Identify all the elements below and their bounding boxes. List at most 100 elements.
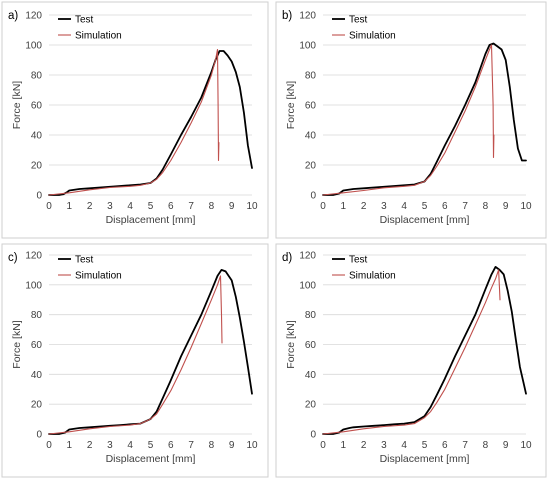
y-axis-title: Force [kN] [285,320,297,369]
x-tick-label: 6 [168,440,174,451]
x-tick-label: 2 [361,201,367,212]
panel-label: a) [8,10,18,22]
x-tick-label: 0 [46,201,52,212]
x-tick-label: 5 [422,201,428,212]
x-tick-label: 1 [341,201,347,212]
x-tick-label: 5 [148,440,154,451]
panel-frame [1,1,269,239]
x-tick-label: 4 [401,440,407,451]
series-line-simulation [322,269,501,435]
y-tick-label: 0 [36,430,42,441]
legend-label: Simulation [349,31,396,42]
x-tick-label: 10 [520,201,532,212]
y-axis-title: Force [kN] [285,81,297,130]
y-tick-label: 100 [25,280,42,291]
legend-label: Test [75,15,94,26]
x-tick-label: 0 [320,201,326,212]
panel-frame [275,243,547,478]
y-tick-label: 80 [305,310,317,321]
x-tick-label: 0 [46,440,52,451]
series-line-test [322,42,527,196]
x-axis-title: Displacement [mm] [380,453,470,465]
y-tick-label: 40 [305,131,317,142]
y-tick-label: 80 [305,71,317,82]
y-tick-label: 20 [305,400,317,411]
x-tick-label: 4 [401,201,407,212]
x-tick-label: 6 [168,201,174,212]
series-line-simulation [322,44,495,196]
x-tick-label: 3 [381,440,387,451]
panel-label: b) [282,10,292,22]
panel-frame [275,1,547,239]
x-tick-label: 7 [188,440,194,451]
x-tick-label: 0 [320,440,326,451]
y-tick-label: 0 [310,430,316,441]
legend-label: Test [349,15,368,26]
y-tick-label: 120 [299,11,316,22]
x-tick-label: 2 [361,440,367,451]
x-tick-label: 3 [107,440,113,451]
x-tick-label: 1 [341,440,347,451]
x-tick-label: 2 [87,440,93,451]
x-tick-label: 8 [209,201,215,212]
y-tick-label: 40 [305,370,317,381]
y-tick-label: 40 [31,131,43,142]
y-tick-label: 0 [310,191,316,202]
y-tick-label: 60 [31,101,43,112]
y-tick-label: 120 [299,251,316,262]
y-tick-label: 60 [31,340,43,351]
y-tick-label: 120 [25,251,42,262]
x-tick-label: 7 [462,440,468,451]
y-tick-label: 80 [31,71,43,82]
y-tick-label: 40 [31,370,43,381]
x-tick-label: 4 [127,201,133,212]
y-tick-label: 100 [299,41,316,52]
x-axis-title: Displacement [mm] [380,214,470,226]
x-tick-label: 6 [442,440,448,451]
legend-label: Simulation [75,31,122,42]
x-tick-label: 2 [87,201,93,212]
legend-label: Test [75,255,94,266]
panel-frame [1,243,269,478]
chart-panel: 0 20 40 60 80 100 120 0 1 2 3 4 5 6 7 8 9 10 Displacement … [1,243,269,478]
x-tick-label: 9 [229,440,235,451]
series-line-simulation [48,275,223,435]
y-tick-label: 20 [31,161,43,172]
x-axis-title: Displacement [mm] [106,453,196,465]
x-tick-label: 6 [442,201,448,212]
series-line-test [322,265,527,435]
x-tick-label: 1 [67,440,73,451]
panel-label: c) [8,252,18,264]
x-tick-label: 9 [229,201,235,212]
y-tick-label: 60 [305,340,317,351]
x-tick-label: 7 [462,201,468,212]
x-tick-label: 5 [148,201,154,212]
y-tick-label: 100 [299,280,316,291]
y-axis-title: Force [kN] [11,81,23,130]
panel-label: d) [282,252,292,264]
legend-label: Simulation [75,271,122,282]
x-tick-label: 8 [483,440,489,451]
x-tick-label: 4 [127,440,133,451]
x-tick-label: 5 [422,440,428,451]
chart-panel: 0 20 40 60 80 100 120 0 1 2 3 4 5 6 7 8 9 10 Displacement … [275,243,547,478]
chart-panel: 0 20 40 60 80 100 120 0 1 2 3 4 5 6 7 8 9 10 Displacement … [275,1,547,239]
y-tick-label: 80 [31,310,43,321]
x-tick-label: 8 [483,201,489,212]
x-tick-label: 7 [188,201,194,212]
y-tick-label: 60 [305,101,317,112]
legend-label: Simulation [349,271,396,282]
x-tick-label: 3 [107,201,113,212]
x-tick-label: 10 [246,440,258,451]
x-tick-label: 10 [520,440,532,451]
x-tick-label: 1 [67,201,73,212]
x-tick-label: 9 [503,201,509,212]
x-tick-label: 10 [246,201,258,212]
series-line-test [48,268,253,435]
x-tick-label: 8 [209,440,215,451]
x-axis-title: Displacement [mm] [106,214,196,226]
y-tick-label: 120 [25,11,42,22]
x-tick-label: 3 [381,201,387,212]
y-tick-label: 100 [25,41,42,52]
